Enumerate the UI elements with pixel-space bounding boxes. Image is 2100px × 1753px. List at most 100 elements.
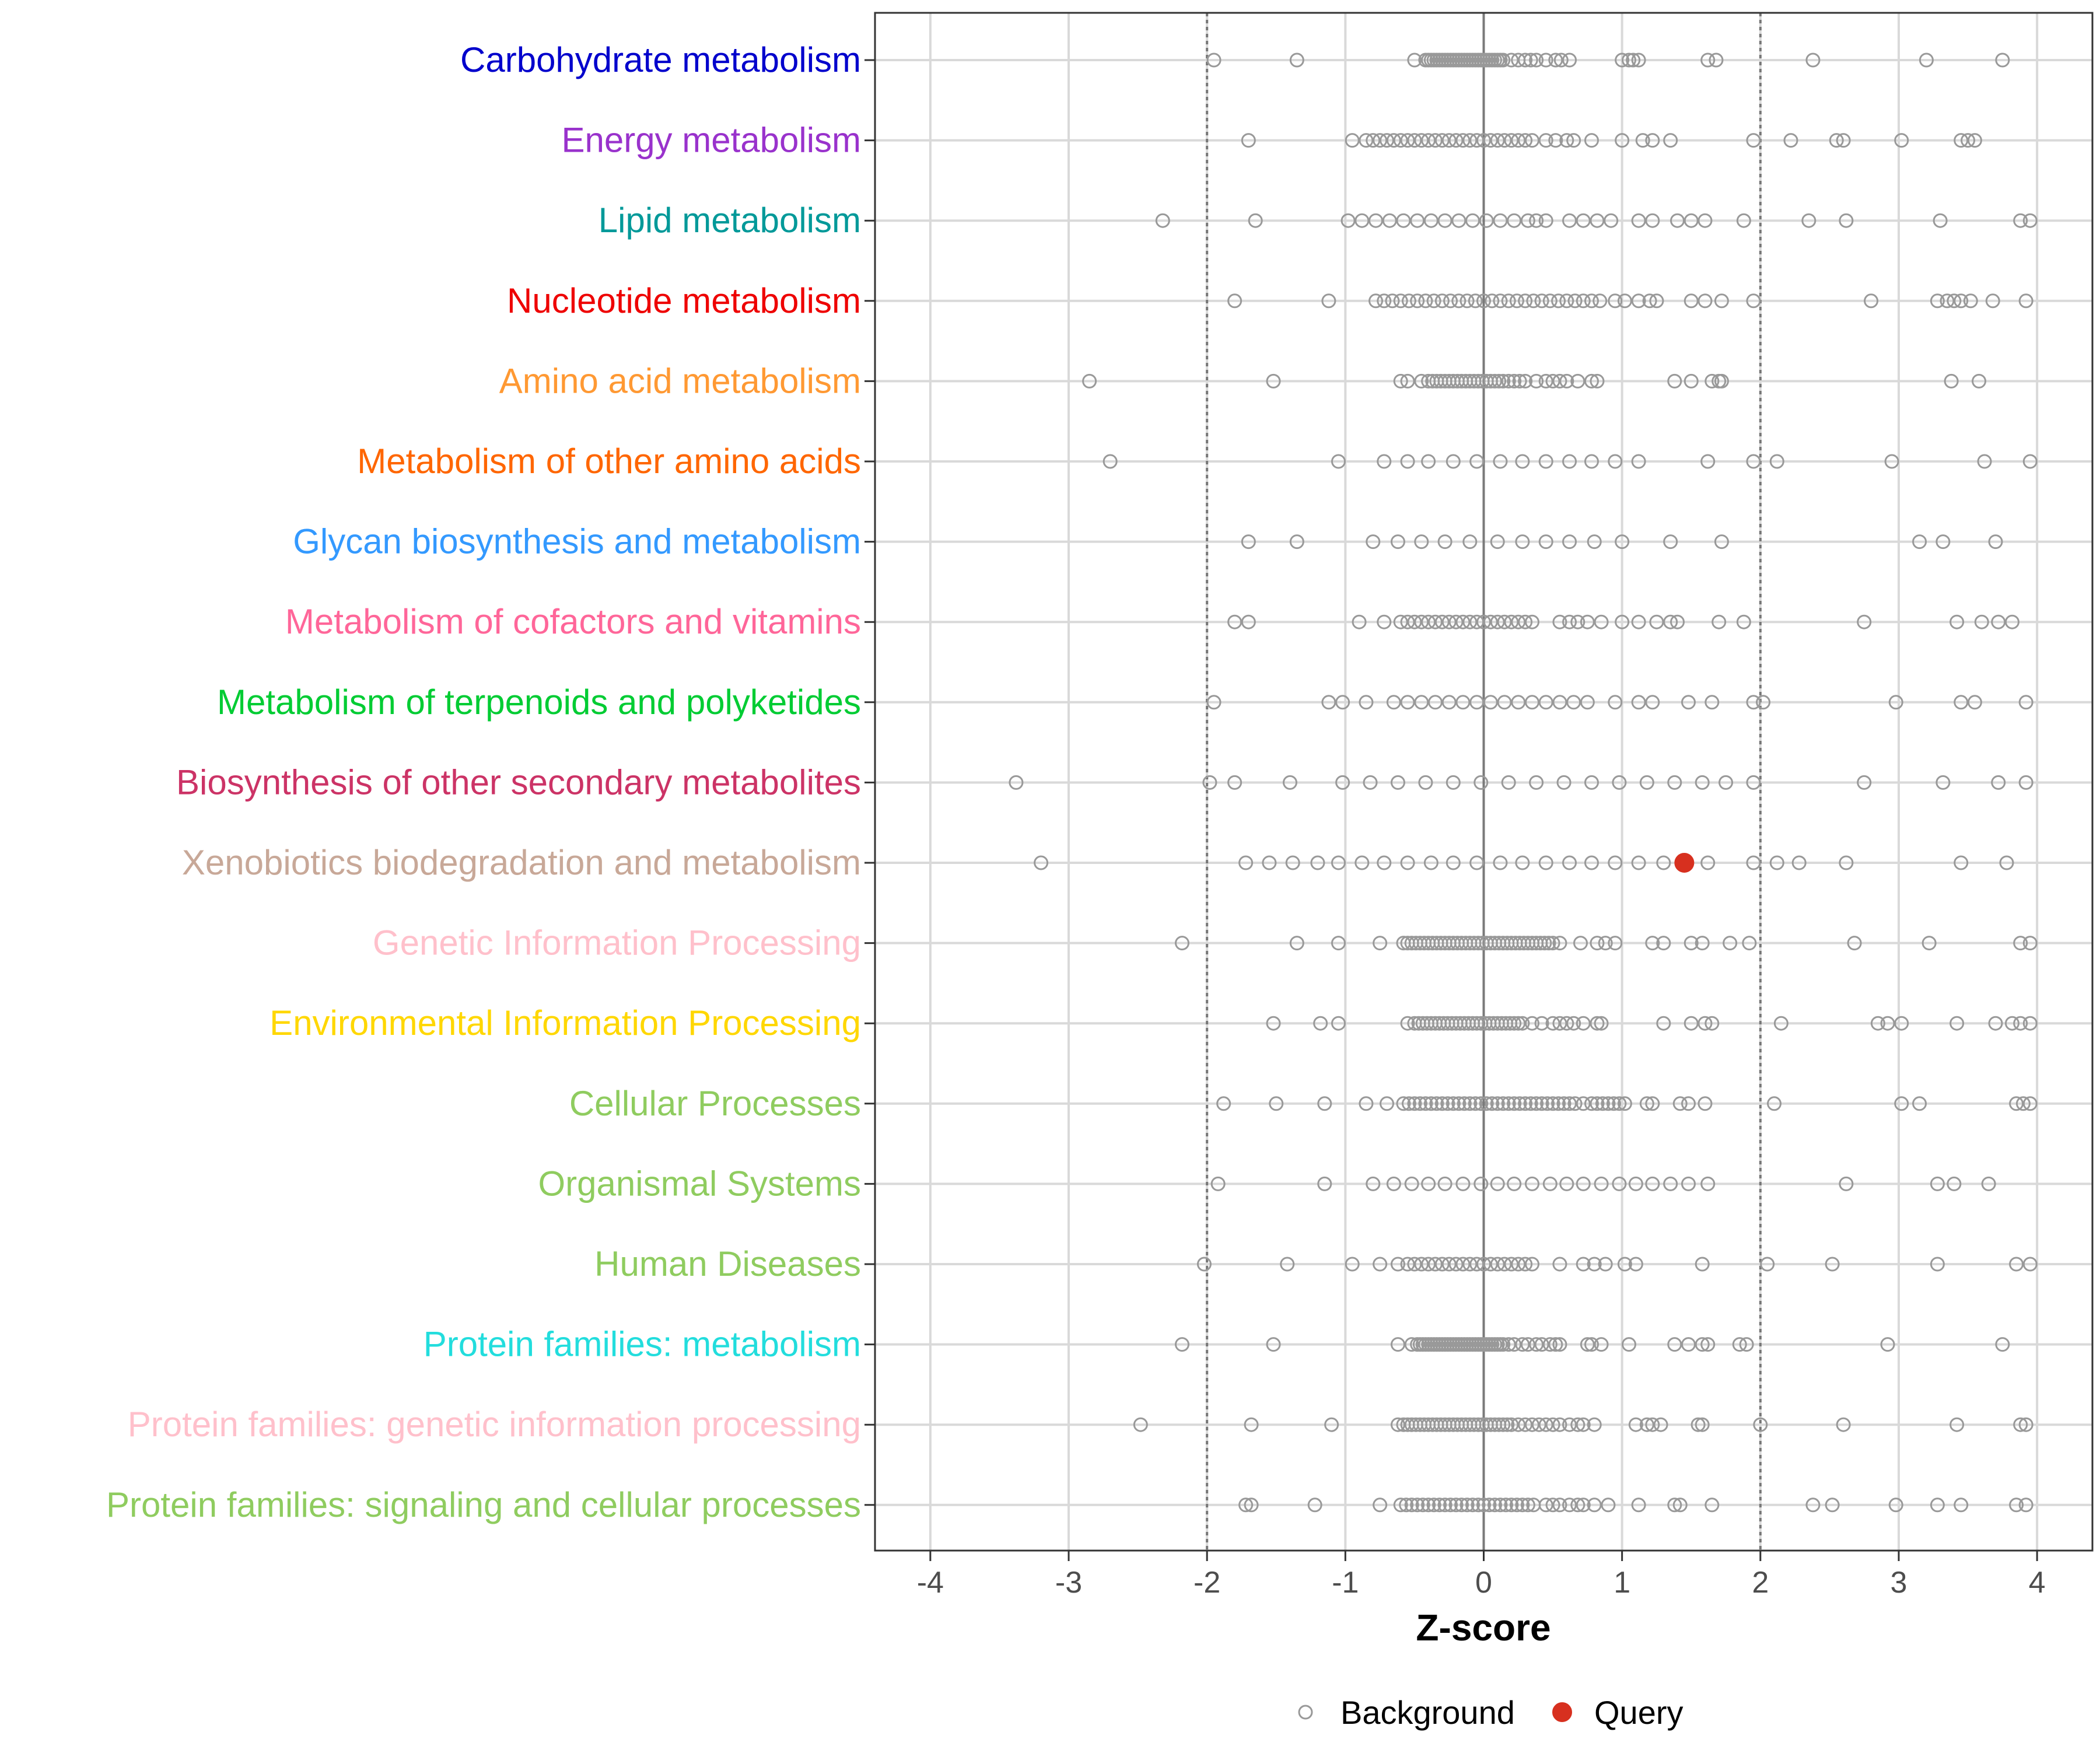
background-point — [1977, 454, 1992, 469]
background-point — [1082, 373, 1097, 389]
background-point — [1500, 1417, 1515, 1432]
x-tick-label: -1 — [1332, 1566, 1359, 1600]
background-point — [1377, 293, 1392, 309]
background-point — [1427, 133, 1443, 148]
background-point — [1631, 53, 1646, 68]
background-point — [1216, 1096, 1231, 1111]
background-point — [1368, 213, 1384, 228]
background-point — [1531, 1417, 1546, 1432]
background-point — [1244, 1497, 1259, 1513]
background-point — [1493, 855, 1508, 870]
background-point — [1570, 614, 1586, 629]
background-point — [1580, 614, 1595, 629]
background-point — [1476, 614, 1491, 629]
background-point — [1520, 213, 1535, 228]
background-point — [1656, 936, 1671, 951]
background-point — [1455, 1176, 1471, 1191]
background-point — [1714, 534, 1729, 550]
background-point — [1373, 936, 1388, 951]
background-point — [1704, 1016, 1720, 1031]
background-point — [1704, 1497, 1720, 1513]
background-point — [1712, 614, 1727, 629]
background-point — [1520, 1337, 1535, 1352]
background-point — [1670, 614, 1685, 629]
background-point — [2018, 775, 2034, 790]
background-point — [1426, 1497, 1441, 1513]
background-point — [1518, 1096, 1533, 1111]
background-point — [1681, 1096, 1696, 1111]
legend: Background Query — [1298, 1694, 1684, 1731]
background-point — [1520, 1497, 1535, 1513]
background-point — [1497, 614, 1512, 629]
background-point — [1034, 855, 1049, 870]
background-point — [1009, 775, 1024, 790]
background-point — [1518, 133, 1533, 148]
background-point — [1631, 695, 1646, 710]
background-point — [1393, 293, 1408, 309]
background-point — [1562, 614, 1577, 629]
background-point — [1400, 373, 1415, 389]
category-label: Metabolism of cofactors and vitamins — [285, 602, 861, 641]
background-point — [1525, 1417, 1540, 1432]
background-point — [2009, 1497, 2024, 1513]
background-point — [1518, 293, 1533, 309]
background-point — [1545, 373, 1560, 389]
background-point — [1667, 1497, 1682, 1513]
background-point — [1285, 855, 1300, 870]
background-point — [2022, 936, 2038, 951]
category-label: Lipid metabolism — [598, 201, 861, 240]
background-point — [1584, 855, 1599, 870]
reference-lines — [1206, 13, 1762, 1551]
background-point — [1645, 133, 1660, 148]
background-point — [1653, 1417, 1668, 1432]
background-point — [1469, 695, 1485, 710]
background-point — [1448, 133, 1464, 148]
background-point — [1523, 1096, 1538, 1111]
background-point — [1437, 1176, 1452, 1191]
background-point — [1645, 1176, 1660, 1191]
background-point — [1590, 213, 1605, 228]
background-point — [1894, 1096, 1909, 1111]
category-label: Biosynthesis of other secondary metaboli… — [176, 762, 861, 802]
background-point — [1382, 213, 1397, 228]
background-point — [1756, 695, 1771, 710]
background-point — [1412, 1096, 1427, 1111]
background-point — [1595, 1096, 1610, 1111]
background-point — [1612, 775, 1627, 790]
background-point — [1947, 1176, 1962, 1191]
background-point — [1700, 1176, 1716, 1191]
x-tick-label: 0 — [1475, 1566, 1492, 1600]
background-point — [1604, 213, 1619, 228]
background-point — [1566, 1016, 1581, 1031]
background-point — [1672, 1096, 1688, 1111]
background-point — [1608, 454, 1623, 469]
background-point — [1496, 1417, 1511, 1432]
background-point — [1538, 1417, 1553, 1432]
background-point — [1631, 213, 1646, 228]
background-point — [1698, 1096, 1713, 1111]
background-point — [1538, 133, 1553, 148]
background-point — [1390, 534, 1405, 550]
background-point — [1760, 1257, 1775, 1272]
category-label: Cellular Processes — [569, 1084, 861, 1123]
background-point — [1446, 454, 1461, 469]
background-point — [1415, 1497, 1430, 1513]
x-tick-label: 3 — [1891, 1566, 1908, 1600]
background-point — [1645, 936, 1660, 951]
background-point — [1801, 213, 1817, 228]
background-point — [1289, 534, 1304, 550]
background-point — [1880, 1337, 1895, 1352]
background-point — [1462, 534, 1478, 550]
background-point — [1587, 1497, 1602, 1513]
background-point — [1534, 293, 1549, 309]
background-point — [1552, 936, 1567, 951]
x-tick-label: -2 — [1194, 1566, 1220, 1600]
background-point — [1559, 293, 1574, 309]
background-point — [1386, 133, 1401, 148]
background-point — [1552, 1337, 1567, 1352]
background-point — [1612, 1176, 1627, 1191]
background-point — [1501, 373, 1516, 389]
background-point — [1649, 614, 1664, 629]
background-point — [1930, 293, 1945, 309]
